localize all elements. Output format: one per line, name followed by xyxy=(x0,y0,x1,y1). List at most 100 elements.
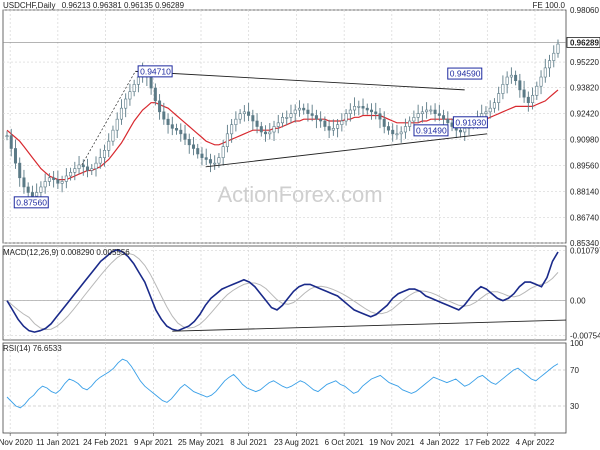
candle-body xyxy=(175,128,179,131)
candle-body xyxy=(314,115,318,120)
candle-body xyxy=(217,157,221,164)
candle-body xyxy=(153,87,157,102)
candle-body xyxy=(191,144,195,149)
level-label: 0.94590 xyxy=(450,69,481,79)
y-tick-label: 0.92420 xyxy=(570,109,599,118)
candle-body xyxy=(501,84,505,94)
level-label: 0.91490 xyxy=(416,125,447,135)
level-label: 0.91930 xyxy=(455,117,486,127)
candle-body xyxy=(77,164,81,169)
level-label-box xyxy=(137,65,173,78)
candle-body xyxy=(348,109,352,114)
candle-body xyxy=(323,120,327,127)
x-tick-label: 23 Aug 2021 xyxy=(274,438,319,447)
macd-panel-frame xyxy=(2,245,567,341)
candle-body xyxy=(204,157,208,160)
candle-body xyxy=(442,115,446,120)
macd-tick-label: 0.00 xyxy=(570,297,586,306)
candle-body xyxy=(514,74,518,82)
candle-body xyxy=(450,122,454,127)
candle-body xyxy=(399,131,403,135)
candle-body xyxy=(200,153,204,158)
x-tick-label: 4 Apr 2022 xyxy=(516,438,555,447)
rsi-panel: 100 70 30 xyxy=(3,339,584,411)
trendline xyxy=(205,133,488,168)
candle-body xyxy=(230,124,234,135)
candle-body xyxy=(492,102,496,109)
candle-body xyxy=(459,129,463,133)
candle-body xyxy=(149,76,153,89)
candle-body xyxy=(543,67,547,78)
candle-body xyxy=(208,159,212,164)
rsi-tick-label: 30 xyxy=(570,402,579,411)
y-tick-label: 0.93820 xyxy=(570,84,599,93)
current-price-label: 0.96289 xyxy=(570,38,599,47)
candle-body xyxy=(505,76,509,85)
candle-body xyxy=(242,111,246,114)
y-tick-label: 0.90980 xyxy=(570,136,599,145)
candle-body xyxy=(327,126,331,131)
macd-signal-line xyxy=(6,252,559,331)
candle-body xyxy=(336,124,340,129)
candle-body xyxy=(306,109,310,114)
candle-body xyxy=(18,162,22,179)
candle-body xyxy=(548,60,552,69)
candle-body xyxy=(35,192,39,197)
candle-body xyxy=(13,148,17,164)
candle-body xyxy=(535,85,539,96)
rsi-panel-frame xyxy=(2,342,567,434)
candle-body xyxy=(69,171,73,177)
candle-body xyxy=(128,91,132,100)
candle-body xyxy=(344,113,348,122)
candle-body xyxy=(98,157,102,164)
candle-body xyxy=(425,109,429,113)
moving-average-line xyxy=(6,89,559,181)
chart-title: USDCHF,Daily xyxy=(3,1,55,10)
x-tick-label: 24 Feb 2021 xyxy=(83,438,128,447)
candle-body xyxy=(268,131,272,135)
candle-body xyxy=(102,150,106,158)
candle-body xyxy=(255,120,259,127)
macd-panel: 0.010797 0.00 -0.007548 xyxy=(3,247,600,341)
candle-body xyxy=(353,106,357,111)
macd-line xyxy=(6,248,559,333)
candle-body xyxy=(391,129,395,135)
candle-body xyxy=(196,148,200,155)
x-tick-label: 9 Apr 2021 xyxy=(134,438,173,447)
level-label: 0.94710 xyxy=(140,66,171,76)
candle-body xyxy=(522,89,526,98)
candle-body xyxy=(166,118,170,125)
candle-body xyxy=(238,113,242,120)
candle-body xyxy=(179,129,183,135)
candle-body xyxy=(52,177,56,180)
candle-body xyxy=(111,129,115,142)
x-tick-label: 17 Feb 2022 xyxy=(465,438,510,447)
macd-tick-label: 0.010797 xyxy=(570,247,600,256)
candle-body xyxy=(378,113,382,120)
candle-body xyxy=(56,179,60,184)
candle-body xyxy=(264,131,268,135)
candle-body xyxy=(213,162,217,165)
candle-body xyxy=(408,120,412,127)
price-panel-header: USDCHF,Daily 0.96213 0.96381 0.96135 0.9… xyxy=(3,1,185,10)
x-tick-label: 4 Jan 2022 xyxy=(420,438,460,447)
candle-body xyxy=(518,80,522,91)
candle-body xyxy=(497,93,501,103)
ohlc-readout: 0.96213 0.96381 0.96135 0.96289 xyxy=(62,1,185,10)
main-price-panel: 0.98060 0.96289 0.95220 0.93820 0.92420 0.909… xyxy=(3,6,600,248)
candle-body xyxy=(429,109,433,112)
candle-body xyxy=(365,107,369,111)
candle-body xyxy=(132,84,136,92)
candle-body xyxy=(509,74,513,78)
panel-headers: USDCHF,Daily 0.96213 0.96381 0.96135 0.9… xyxy=(3,1,566,353)
y-tick-label: 0.95220 xyxy=(570,58,599,67)
candle-body xyxy=(5,135,9,137)
candle-body xyxy=(73,168,77,173)
candle-body xyxy=(9,135,13,149)
candle-body xyxy=(340,120,344,125)
watermark-text: ActionForex.com xyxy=(217,182,382,207)
candle-body xyxy=(386,126,390,131)
candle-body xyxy=(526,96,530,103)
